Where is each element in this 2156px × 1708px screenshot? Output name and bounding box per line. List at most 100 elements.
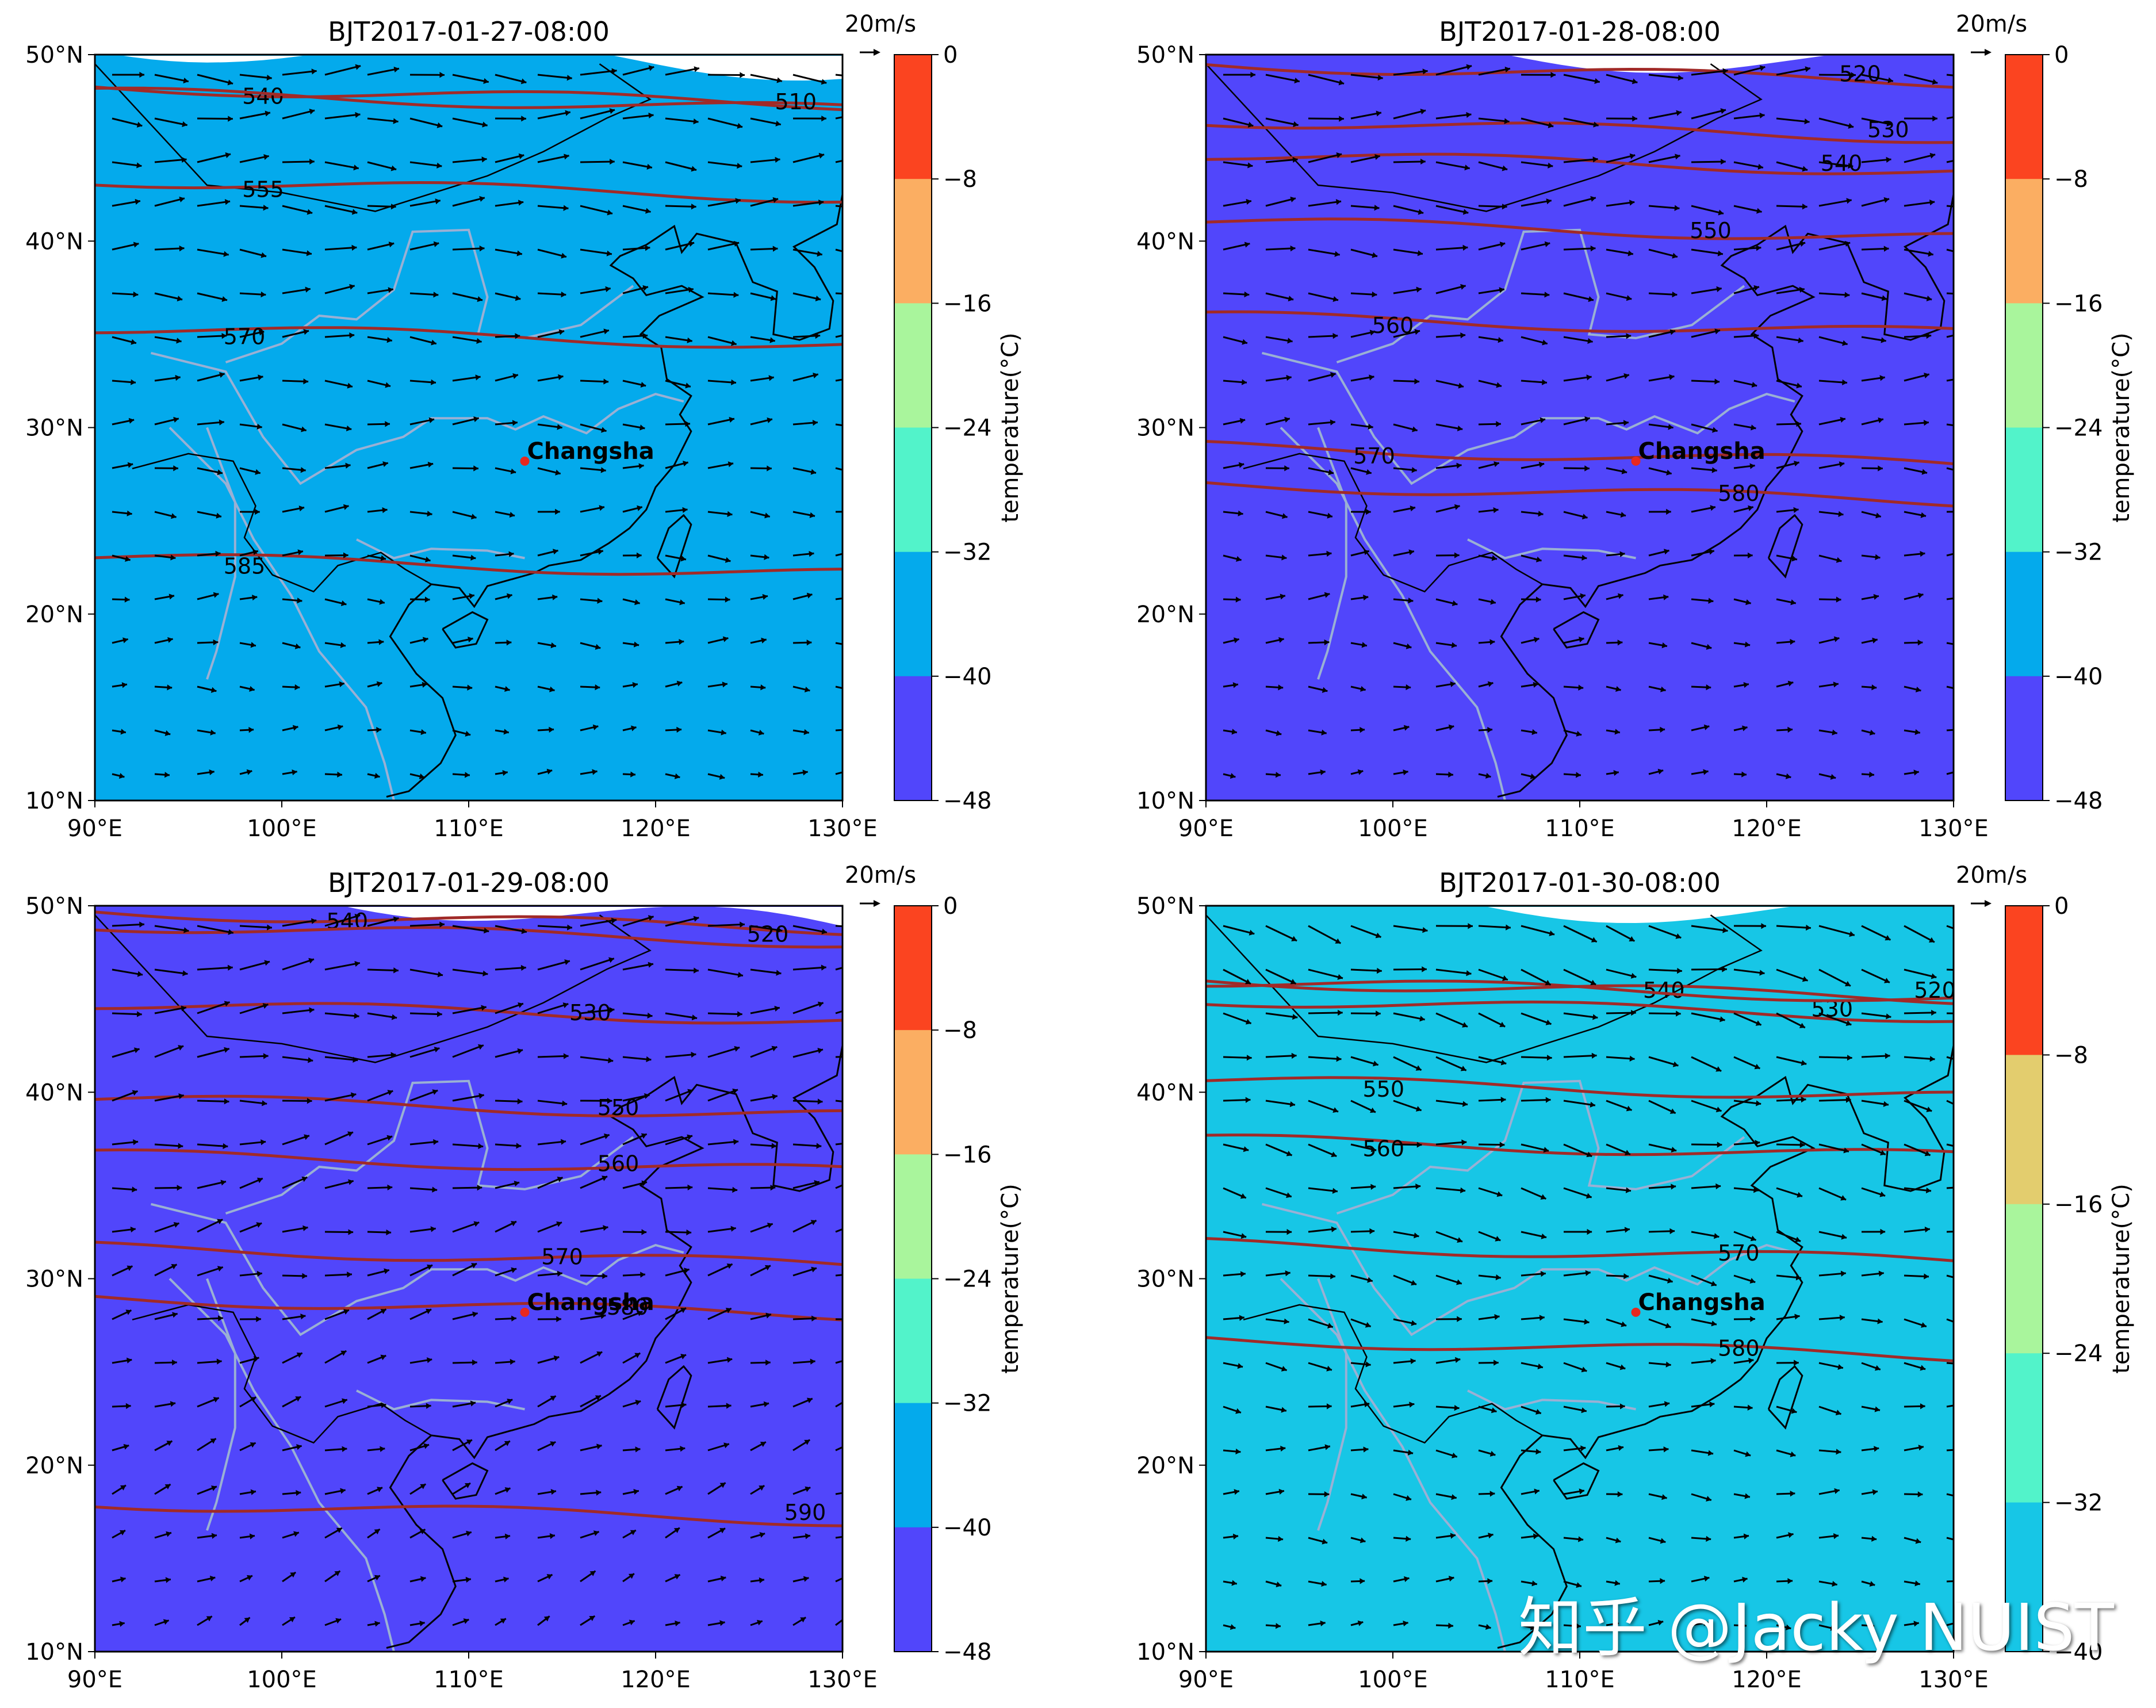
temp-band--40to-48 <box>95 906 843 1652</box>
wind-arrowhead <box>596 1489 602 1496</box>
wind-arrowhead <box>1286 374 1292 381</box>
wind-arrowhead <box>388 287 393 293</box>
wind-arrow <box>1861 158 1891 163</box>
wind-arrowhead <box>1759 65 1766 71</box>
wind-arrowhead <box>861 292 867 297</box>
wind-arrowhead <box>173 416 179 423</box>
wind-arrow <box>112 1012 142 1016</box>
wind-arrowhead <box>1661 1494 1667 1500</box>
wind-arrowhead <box>1406 1495 1411 1501</box>
wind-arrowhead <box>1584 1319 1590 1325</box>
wind-arrowhead <box>1338 79 1345 86</box>
wind-arrowhead <box>1749 463 1755 469</box>
quiver-key-label: 20m/s <box>845 11 916 37</box>
wind-arrow <box>1776 161 1808 171</box>
wind-arrow <box>537 205 569 209</box>
wind-arrowhead <box>550 642 556 649</box>
wind-arrowhead <box>1285 1270 1290 1277</box>
wind-arrow <box>537 1055 569 1058</box>
wind-arrowhead <box>246 1575 252 1581</box>
y-tick-label: 30°N <box>1136 415 1194 442</box>
wind-arrowhead <box>680 556 686 562</box>
wind-arrow <box>239 155 269 163</box>
wind-arrowhead <box>131 339 136 345</box>
wind-arrowhead <box>1537 1364 1543 1370</box>
wind-arrowhead <box>810 1220 817 1226</box>
wind-arrow <box>1223 925 1255 935</box>
wind-arrow <box>367 917 399 927</box>
wind-arrowhead <box>729 416 734 423</box>
wind-arrowhead <box>1878 465 1883 472</box>
wind-arrowhead <box>1755 1139 1760 1146</box>
wind-arrowhead <box>136 121 143 128</box>
wind-arrow <box>1691 925 1728 932</box>
wind-arrowhead <box>1588 296 1594 302</box>
wind-arrowhead <box>351 209 358 215</box>
wind-arrow <box>1308 117 1344 120</box>
wind-arrowhead <box>475 374 481 381</box>
wind-arrowhead <box>509 512 515 518</box>
wind-arrowhead <box>1290 979 1296 985</box>
wind-arrowhead <box>864 154 869 159</box>
wind-arrowhead <box>1242 379 1247 385</box>
wind-arrowhead <box>1626 333 1632 339</box>
colorbar-tick-label: −32 <box>943 539 991 566</box>
wind-arrowhead <box>1718 209 1724 216</box>
wind-arrowhead <box>1326 550 1332 557</box>
wind-arrowhead <box>130 1226 136 1233</box>
wind-arrowhead <box>419 1529 426 1535</box>
wind-arrow <box>750 74 783 82</box>
wind-arrowhead <box>1366 508 1371 515</box>
wind-arrowhead <box>1796 420 1801 427</box>
wind-arrowhead <box>598 549 603 555</box>
wind-arrowhead <box>1669 329 1676 335</box>
wind-arrowhead <box>302 1225 308 1231</box>
wind-arrow <box>835 1274 843 1277</box>
x-tick-label: 120°E <box>1732 1667 1802 1693</box>
wind-arrowhead <box>850 1533 855 1538</box>
wind-arrowhead <box>1540 1270 1546 1277</box>
wind-arrowhead <box>805 1486 811 1492</box>
wind-arrowhead <box>1414 329 1420 335</box>
wind-arrowhead <box>120 1576 126 1583</box>
wind-arrow <box>1265 197 1296 207</box>
wind-arrowhead <box>1365 1361 1371 1368</box>
wind-arrowhead <box>1418 209 1424 215</box>
wind-arrow <box>707 199 741 207</box>
wind-arrowhead <box>520 964 526 971</box>
wind-arrowhead <box>308 1057 313 1063</box>
wind-arrowhead <box>1801 1096 1806 1103</box>
wind-arrowhead <box>252 595 258 601</box>
wind-arrowhead <box>379 599 385 605</box>
wind-arrowhead <box>1630 972 1637 979</box>
wind-arrowhead <box>1454 504 1460 510</box>
wind-arrow <box>1223 968 1251 985</box>
wind-arrowhead <box>1364 1401 1370 1408</box>
wind-arrowhead <box>721 729 726 736</box>
wind-arrow <box>1265 925 1297 942</box>
wind-arrowhead <box>608 957 614 963</box>
river-4 <box>1467 538 1636 560</box>
wind-arrowhead <box>1281 554 1287 561</box>
wind-arrowhead <box>170 554 176 561</box>
wind-arrowhead <box>737 1011 742 1017</box>
wind-arrowhead <box>688 286 694 293</box>
wind-arrow <box>835 1492 843 1495</box>
wind-arrowhead <box>1720 108 1726 114</box>
wind-arrow <box>409 923 445 927</box>
wind-arrowhead <box>1549 930 1555 936</box>
wind-arrow <box>1265 74 1300 83</box>
wind-arrowhead <box>182 970 188 976</box>
wind-arrowhead <box>1835 1410 1841 1416</box>
wind-arrowhead <box>307 209 313 215</box>
wind-arrow <box>112 968 143 976</box>
wind-arrowhead <box>1420 158 1426 165</box>
wind-arrowhead <box>468 637 473 643</box>
wind-arrowhead <box>256 1316 261 1323</box>
wind-arrow <box>835 292 843 295</box>
wind-arrowhead <box>727 511 733 517</box>
wind-arrow <box>1861 925 1891 941</box>
wind-arrow <box>1691 1100 1722 1112</box>
wind-arrow <box>1223 161 1253 167</box>
wind-arrow <box>197 292 228 301</box>
